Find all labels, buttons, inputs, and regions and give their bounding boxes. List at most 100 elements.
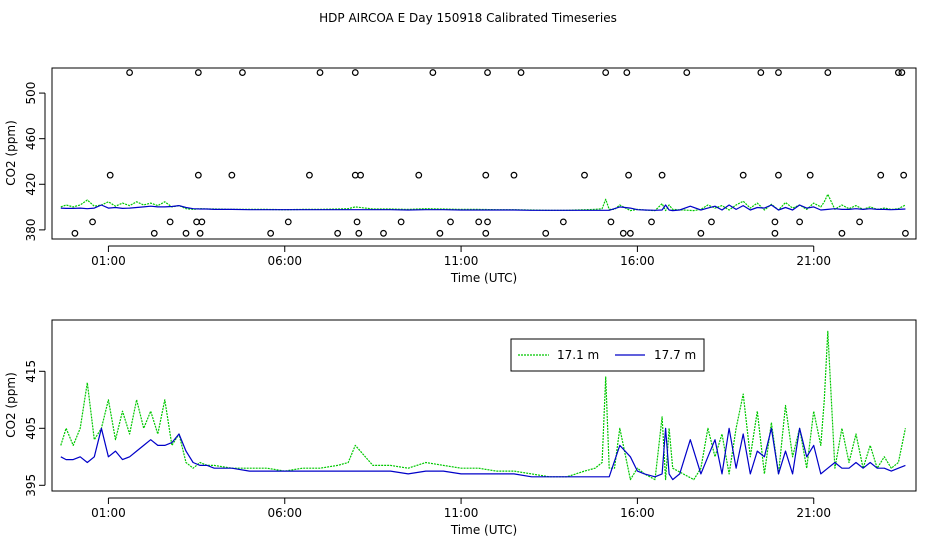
calibration-point (824, 69, 832, 76)
bottom-x-tick-label: 01:00 (91, 506, 126, 520)
bottom-series-17-7-m (60, 427, 906, 481)
calibration-point (475, 218, 483, 226)
calibration-point (351, 69, 359, 76)
calibration-point (357, 171, 364, 179)
calibration-point (581, 171, 588, 179)
legend: 17.1 m 17.7 m (510, 338, 705, 372)
calibration-point (757, 69, 765, 76)
calibration-point (708, 218, 715, 226)
calibration-point (619, 229, 627, 237)
top-x-tick-label: 11:00 (444, 254, 479, 268)
calibration-point (71, 229, 79, 237)
bottom-plot-frame (51, 319, 917, 492)
calibration-point (838, 229, 846, 237)
calibration-point (894, 69, 902, 76)
calibration-point (602, 69, 610, 76)
calibration-point (697, 229, 705, 237)
calibration-point (415, 171, 423, 179)
calibration-point (106, 171, 114, 179)
calibration-point (796, 218, 804, 226)
top-panel: 01:00 06:00 11:00 16:00 21:00 380 420 460 500 Ti… (4, 67, 917, 285)
calibration-point (771, 229, 779, 237)
calibration-point (559, 218, 567, 226)
calibration-point (482, 171, 490, 179)
bottom-series (60, 330, 906, 481)
calibration-point (284, 218, 292, 226)
calibration-point (380, 229, 387, 237)
calibration-point (126, 69, 133, 76)
top-x-tick-label: 16:00 (620, 254, 655, 268)
bottom-panel: 01:00 06:00 11:00 16:00 21:00 395 405 415 Time … (4, 319, 917, 537)
bottom-x-axis-label: Time (UTC) (450, 523, 517, 537)
bottom-x-tick-label: 11:00 (444, 506, 479, 520)
calibration-point (484, 218, 491, 226)
calibration-point (182, 229, 190, 237)
top-y-tick-label: 380 (24, 218, 38, 241)
top-plot-frame (51, 67, 917, 240)
bottom-y-tick-label: 395 (24, 474, 38, 497)
legend-label-17-1m: 17.1 m (557, 348, 599, 362)
bottom-series-17-1-m (60, 330, 906, 481)
calibration-point (194, 69, 202, 76)
calibration-point (334, 229, 342, 237)
legend-label-17-7m: 17.7 m (654, 348, 696, 362)
calibration-point (239, 69, 246, 76)
calibration-point (806, 171, 814, 179)
top-axes: 01:00 06:00 11:00 16:00 21:00 380 420 460 500 (24, 82, 831, 268)
calibration-point (898, 69, 906, 76)
calibration-point (775, 171, 782, 179)
calibration-point (739, 171, 747, 179)
calibration-point (306, 171, 313, 179)
top-x-tick-label: 01:00 (91, 254, 126, 268)
calibration-point (397, 218, 405, 226)
calibration-point (771, 218, 779, 226)
top-x-axis-label: Time (UTC) (450, 271, 517, 285)
calibration-point (902, 229, 909, 237)
bottom-y-tick-label: 405 (24, 417, 38, 440)
calibration-point (429, 69, 437, 76)
calibration-point (658, 171, 666, 179)
top-series (60, 193, 906, 212)
top-x-tick-label: 21:00 (796, 254, 831, 268)
calibration-point (683, 69, 691, 76)
bottom-x-tick-label: 21:00 (796, 506, 831, 520)
calibration-point (510, 171, 518, 179)
bottom-x-tick-label: 16:00 (620, 506, 655, 520)
calibration-point (355, 229, 363, 237)
calibration-point (517, 69, 525, 76)
calibration-point (353, 218, 361, 226)
calibration-point (484, 69, 491, 76)
calibration-point (877, 171, 885, 179)
top-y-tick-label: 460 (24, 127, 38, 150)
top-y-tick-label: 500 (24, 82, 38, 105)
calibration-points (71, 69, 909, 237)
bottom-y-tick-label: 415 (24, 360, 38, 383)
calibration-point (775, 69, 782, 76)
calibration-point (447, 218, 454, 226)
calibration-point (900, 171, 908, 179)
calibration-point (436, 229, 444, 237)
calibration-point (648, 218, 655, 226)
calibration-point (607, 218, 615, 226)
chart-title: HDP AIRCOA E Day 150918 Calibrated Times… (319, 11, 617, 25)
calibration-point (150, 229, 158, 237)
bottom-axes: 01:00 06:00 11:00 16:00 21:00 395 405 415 (24, 360, 831, 520)
top-x-tick-label: 06:00 (267, 254, 302, 268)
calibration-point (196, 229, 204, 237)
calibration-point (316, 69, 324, 76)
calibration-point (542, 229, 550, 237)
bottom-x-tick-label: 06:00 (267, 506, 302, 520)
calibration-point (626, 229, 634, 237)
calibration-point (228, 171, 236, 179)
top-y-tick-label: 420 (24, 173, 38, 196)
bottom-y-axis-label: CO2 (ppm) (4, 372, 18, 438)
calibration-point (194, 171, 202, 179)
calibration-point (856, 218, 863, 226)
calibration-point (267, 229, 275, 237)
calibration-point (625, 171, 632, 179)
top-series-17-7-m (60, 204, 906, 212)
top-y-axis-label: CO2 (ppm) (4, 120, 18, 186)
calibration-point (623, 69, 631, 76)
calibration-point (198, 218, 206, 226)
